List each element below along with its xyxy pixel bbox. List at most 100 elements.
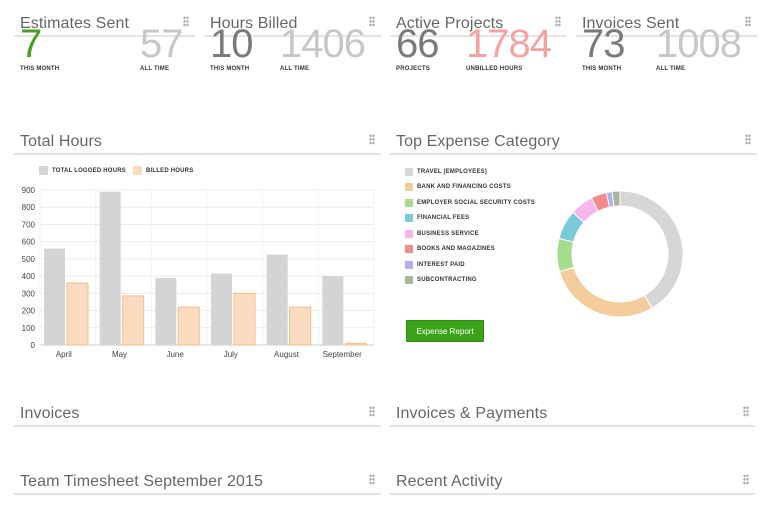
invoices-sent-widget: Invoices Sent 73 THIS MONTH 1008 ALL TIM… xyxy=(576,10,757,110)
donut-slice[interactable] xyxy=(558,266,653,318)
widget-title: Active Projects xyxy=(396,15,504,32)
donut-slice[interactable] xyxy=(611,190,621,207)
legend-swatch xyxy=(405,183,413,192)
drag-handle-icon[interactable] xyxy=(369,474,375,485)
legend-item[interactable]: SUBCONTRACTING xyxy=(405,273,535,289)
y-tick-label: 600 xyxy=(22,238,36,247)
drag-handle-icon[interactable] xyxy=(745,134,751,145)
y-tick-label: 100 xyxy=(22,324,36,333)
estimates-sent-widget: Estimates Sent 7 THIS MONTH 57 ALL TIME xyxy=(14,10,195,110)
legend-item[interactable]: BOOKS AND MAGAZINES xyxy=(405,242,535,258)
team-timesheet-widget: Team Timesheet September 2015 xyxy=(14,468,381,498)
bar-logged-hours[interactable] xyxy=(322,276,344,345)
widget-header: Invoices & Payments xyxy=(390,400,755,427)
drag-handle-icon[interactable] xyxy=(743,474,749,485)
bar-logged-hours[interactable] xyxy=(44,248,65,345)
stat-label: UNBILLED HOURS xyxy=(466,66,523,72)
y-tick-label: 900 xyxy=(22,186,36,195)
stat-projects: 66 PROJECTS xyxy=(396,23,439,72)
legend-label: SUBCONTRACTING xyxy=(417,277,477,284)
legend-label: TRAVEL (EMPLOYEES) xyxy=(417,168,488,175)
x-tick-label: May xyxy=(112,350,127,359)
x-tick-label: April xyxy=(56,350,72,359)
stat-value: 1784 xyxy=(466,22,552,66)
y-tick-label: 500 xyxy=(22,255,36,264)
bar-logged-hours[interactable] xyxy=(211,273,232,345)
stat-label: ALL TIME xyxy=(280,66,310,72)
bar-billed-hours[interactable] xyxy=(122,295,145,346)
drag-handle-icon[interactable] xyxy=(369,406,375,417)
stat-label: THIS MONTH xyxy=(582,66,622,72)
legend-label: TOTAL LOGGED HOURS xyxy=(52,167,126,174)
widget-header: Total Hours xyxy=(14,128,381,155)
widget-header: Recent Activity xyxy=(390,468,755,495)
x-tick-label: June xyxy=(166,350,184,359)
stat-value: 57 xyxy=(140,22,183,66)
bar-billed-hours[interactable] xyxy=(233,292,256,346)
drag-handle-icon[interactable] xyxy=(555,16,561,27)
widget-title: Team Timesheet September 2015 xyxy=(20,473,264,490)
recent-activity-widget: Recent Activity xyxy=(390,468,755,498)
widget-header: Active Projects xyxy=(390,10,567,37)
stat-unbilled-hours: 1784 UNBILLED HOURS xyxy=(466,22,552,72)
drag-handle-icon[interactable] xyxy=(369,134,375,145)
legend-item[interactable]: FINANCIAL FEES xyxy=(405,211,535,227)
y-tick-label: 300 xyxy=(22,289,36,298)
widget-header: Top Expense Category xyxy=(390,128,757,155)
y-tick-label: 800 xyxy=(22,203,36,212)
donut-slice[interactable] xyxy=(556,237,575,273)
stat-this-month: 10 THIS MONTH xyxy=(210,23,253,72)
total-hours-widget: Total Hours TOTAL LOGGED HOURS BILLED HO… xyxy=(14,128,381,368)
expense-report-button[interactable]: Expense Report xyxy=(406,320,484,342)
chart-legend-item: TOTAL LOGGED HOURS xyxy=(39,166,126,175)
widget-title: Invoices & Payments xyxy=(396,405,548,422)
stat-label: ALL TIME xyxy=(140,66,170,72)
legend-swatch xyxy=(133,166,142,175)
stat-label: ALL TIME xyxy=(656,66,686,72)
legend-item[interactable]: INTEREST PAID xyxy=(405,257,535,273)
widget-header: Invoices Sent xyxy=(576,10,757,37)
stat-value: 7 xyxy=(20,22,42,66)
stat-all-time: 1406 ALL TIME xyxy=(280,22,366,72)
legend-swatch xyxy=(405,214,413,223)
active-projects-widget: Active Projects 66 PROJECTS 1784 UNBILLE… xyxy=(390,10,567,110)
legend-label: INTEREST PAID xyxy=(417,261,465,268)
x-tick-label: September xyxy=(323,350,362,359)
stat-value: 1406 xyxy=(280,22,366,66)
legend-swatch xyxy=(39,166,48,175)
bar-billed-hours[interactable] xyxy=(66,282,89,346)
stat-value: 73 xyxy=(582,22,625,66)
bar-billed-hours[interactable] xyxy=(344,342,367,346)
widget-title: Hours Billed xyxy=(210,15,298,32)
legend-swatch xyxy=(405,276,413,285)
expense-donut-chart xyxy=(556,190,684,318)
widget-title: Invoices xyxy=(20,405,80,422)
bar-billed-hours[interactable] xyxy=(177,306,200,346)
x-tick-label: August xyxy=(274,350,300,359)
legend-swatch xyxy=(405,167,413,176)
legend-item[interactable]: EMPLOYER SOCIAL SECURITY COSTS xyxy=(405,195,535,211)
stat-all-time: 57 ALL TIME xyxy=(140,23,183,72)
y-tick-label: 200 xyxy=(22,307,36,316)
stat-this-month: 7 THIS MONTH xyxy=(20,23,59,72)
legend-item[interactable]: TRAVEL (EMPLOYEES) xyxy=(405,164,535,180)
hours-billed-widget: Hours Billed 10 THIS MONTH 1406 ALL TIME xyxy=(204,10,381,110)
x-tick-label: July xyxy=(224,350,238,359)
bar-logged-hours[interactable] xyxy=(99,191,121,345)
bar-billed-hours[interactable] xyxy=(289,306,312,346)
drag-handle-icon[interactable] xyxy=(183,16,189,27)
drag-handle-icon[interactable] xyxy=(369,16,375,27)
donut-slice[interactable] xyxy=(619,190,684,309)
expense-legend: TRAVEL (EMPLOYEES) BANK AND FINANCING COS… xyxy=(405,164,535,288)
bar-logged-hours[interactable] xyxy=(266,254,288,345)
stat-label: THIS MONTH xyxy=(210,66,250,72)
legend-item[interactable]: BUSINESS SERVICE xyxy=(405,226,535,242)
bar-logged-hours[interactable] xyxy=(155,277,177,345)
drag-handle-icon[interactable] xyxy=(743,406,749,417)
legend-item[interactable]: BANK AND FINANCING COSTS xyxy=(405,180,535,196)
drag-handle-icon[interactable] xyxy=(745,16,751,27)
widget-header: Hours Billed xyxy=(204,10,381,37)
widget-header: Invoices xyxy=(14,400,381,427)
widget-title: Invoices Sent xyxy=(582,15,680,32)
legend-label: BANK AND FINANCING COSTS xyxy=(417,184,511,191)
